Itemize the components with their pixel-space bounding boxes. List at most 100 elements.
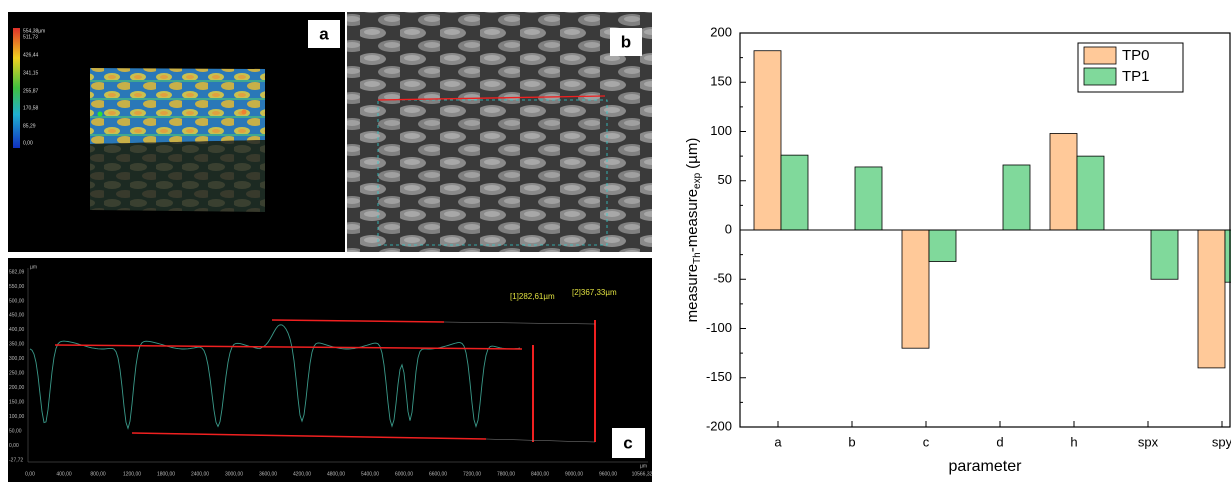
bar [1049, 133, 1078, 231]
legend-swatch [1083, 46, 1117, 65]
y-tick-label: -50 [713, 271, 732, 286]
y-tick-label: 450,00 [9, 313, 25, 319]
x-tick-label: 7200,00 [463, 471, 481, 477]
y-tick-label: -150 [706, 369, 732, 384]
y-tick-label: 500,00 [9, 298, 25, 304]
y-tick-label: -200 [706, 418, 732, 433]
x-tick-label: 7800,00 [497, 471, 515, 477]
x-tick-label: 4800,00 [327, 471, 345, 477]
x-tick-label: 400,00 [56, 471, 72, 477]
measure-line [54, 344, 523, 350]
bar [1150, 229, 1179, 280]
x-tick-label: spx [1138, 434, 1159, 449]
x-tick-label: 6000,00 [395, 471, 413, 477]
x-tick-label: 9000,00 [565, 471, 583, 477]
x-tick-label: d [996, 434, 1003, 449]
x-tick-label: 3600,00 [259, 471, 277, 477]
y-axis-title-part: exp [692, 172, 703, 189]
y-tick-label: 300,00 [9, 356, 25, 362]
bar [1224, 229, 1231, 283]
y-tick-label: 200,00 [9, 385, 25, 391]
colorbar-tick: 554,38µm [23, 28, 45, 34]
y-tick-label: 100 [710, 123, 732, 138]
bar [928, 229, 957, 262]
x-tick-label: 0,00 [25, 471, 35, 477]
x-tick-label: a [774, 434, 782, 449]
x-tick-label: 6600,00 [429, 471, 447, 477]
legend-label: TP0 [1122, 47, 1150, 64]
y-axis-title-part: -measure [684, 189, 701, 252]
y-tick-label: 350,00 [9, 342, 25, 348]
x-tick-label: 800,00 [90, 471, 106, 477]
measure-label: [2]367,33µm [572, 288, 617, 297]
x-tick-label: 9600,00 [599, 471, 617, 477]
y-tick-label: 150 [710, 74, 732, 89]
y-tick-label: 582,09 [9, 269, 25, 275]
measure-label: [1]282,61µm [510, 292, 555, 301]
colorbar-tick: 85,29 [23, 123, 36, 129]
colorbar-tick: 426,44 [23, 52, 39, 58]
plot-frame [739, 32, 1231, 428]
bar [1197, 229, 1226, 369]
panel-label: a [319, 24, 329, 43]
profile-line [377, 95, 606, 101]
panel-c [8, 258, 652, 482]
colorbar-tick: 0,00 [23, 140, 33, 146]
surface-map [90, 68, 265, 144]
y-tick-label: 550,00 [9, 284, 25, 290]
y-axis-title-part: Th [692, 252, 703, 264]
legend-swatch [1083, 67, 1117, 86]
y-tick-label: 250,00 [9, 371, 25, 377]
x-tick-label: 3000,00 [225, 471, 243, 477]
marker [97, 111, 103, 117]
y-axis-title-part: (µm) [684, 138, 701, 169]
x-tick-label: 1800,00 [157, 471, 175, 477]
roi [377, 99, 608, 246]
y-tick-label: 50,00 [9, 428, 22, 434]
bar [780, 154, 809, 231]
panel-label: c [623, 433, 632, 452]
y-tick-label: 150,00 [9, 399, 25, 405]
y-axis-title: measureTh-measureexp (µm) [684, 138, 703, 323]
y-tick-label: 50 [718, 172, 732, 187]
x-tick-label: 4200,00 [293, 471, 311, 477]
marker [241, 109, 247, 115]
x-tick-label: 2400,00 [191, 471, 209, 477]
x-axis-title: parameter [949, 458, 1023, 475]
colorbar [13, 28, 20, 148]
colorbar-tick: 341,15 [23, 70, 39, 76]
legend-label: TP1 [1122, 68, 1150, 85]
x-tick-label: spy [1212, 434, 1231, 449]
measure-line [271, 319, 445, 323]
bar [753, 50, 782, 231]
colorbar-tick: 255,87 [23, 88, 39, 94]
y-tick-label: -27,72 [9, 457, 23, 463]
x-tick-label: c [923, 434, 930, 449]
x-tick-label: 5400,00 [361, 471, 379, 477]
label-box [612, 428, 645, 458]
bar [1002, 164, 1031, 231]
surface-shadow [90, 140, 265, 212]
label-box [308, 20, 340, 48]
y-tick-label: 0,00 [9, 443, 19, 449]
y-tick-label: 200 [710, 24, 732, 39]
guide [443, 321, 596, 325]
y-tick-label: 400,00 [9, 327, 25, 333]
colorbar-tick: 511,73 [23, 34, 38, 40]
bar [854, 166, 883, 231]
unit-label: µm [30, 264, 37, 270]
label-box [610, 28, 642, 56]
y-axis-title-part: measure [684, 264, 701, 322]
y-tick-label: 100,00 [9, 414, 25, 420]
panel-label: b [621, 32, 631, 51]
colorbar-tick: 170,58 [23, 105, 39, 111]
y-tick-label: 0 [725, 221, 732, 236]
panel-b [347, 12, 652, 252]
x-tick-label: b [848, 434, 855, 449]
bar [1076, 155, 1105, 231]
x-tick-label: 1200,00 [123, 471, 141, 477]
unit-label: µm [640, 463, 647, 469]
x-tick-label: h [1070, 434, 1077, 449]
y-tick-label: -100 [706, 320, 732, 335]
